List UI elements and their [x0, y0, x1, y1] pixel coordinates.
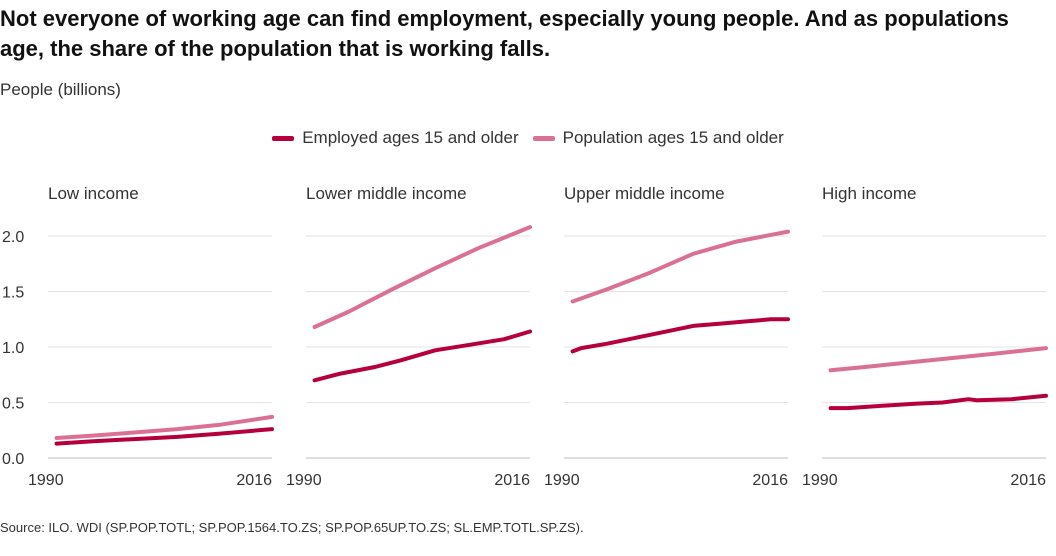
x-tick-label: 2016 — [752, 472, 788, 489]
legend-swatch-population — [532, 135, 555, 141]
y-tick-label: 0.0 — [2, 451, 24, 468]
series-line-employed — [828, 393, 1048, 411]
series-line-employed — [54, 427, 274, 446]
legend: Employed ages 15 and older Population ag… — [0, 128, 1056, 148]
legend-label-employed: Employed ages 15 and older — [302, 128, 519, 147]
panel-title: Low income — [48, 184, 139, 203]
small-multiples-chart: 0.0 0.5 1.0 1.5 2.0 Low income 1990 2016 Lower m… — [2, 184, 1048, 489]
y-tick-label: 0.5 — [2, 396, 24, 413]
x-tick-label: 1990 — [544, 472, 580, 489]
x-tick-label: 1990 — [28, 472, 64, 489]
y-axis-unit-label: People (billions) — [0, 80, 121, 99]
series-line-employed — [570, 317, 790, 354]
series-line-population — [54, 414, 274, 440]
series-line-population — [570, 229, 790, 304]
y-tick-label: 2.0 — [2, 229, 24, 246]
series-line-employed — [312, 329, 532, 383]
panel-title: High income — [822, 184, 917, 203]
legend-item-employed: Employed ages 15 and older — [272, 128, 519, 148]
legend-label-population: Population ages 15 and older — [562, 128, 784, 147]
panel-title: Upper middle income — [564, 184, 725, 203]
x-tick-label: 2016 — [1010, 472, 1046, 489]
series-line-population — [312, 225, 532, 329]
legend-swatch-employed — [272, 135, 295, 141]
legend-item-population: Population ages 15 and older — [532, 128, 784, 148]
y-tick-label: 1.0 — [2, 340, 24, 357]
source-note: Source: ILO. WDI (SP.POP.TOTL; SP.POP.15… — [0, 520, 584, 535]
x-tick-label: 2016 — [494, 472, 530, 489]
panel-title: Lower middle income — [306, 184, 467, 203]
y-tick-label: 1.5 — [2, 285, 24, 302]
series-line-population — [828, 346, 1048, 373]
x-tick-label: 1990 — [802, 472, 838, 489]
x-tick-label: 2016 — [236, 472, 272, 489]
chart-title: Not everyone of working age can find emp… — [0, 6, 1009, 61]
x-tick-label: 1990 — [286, 472, 322, 489]
